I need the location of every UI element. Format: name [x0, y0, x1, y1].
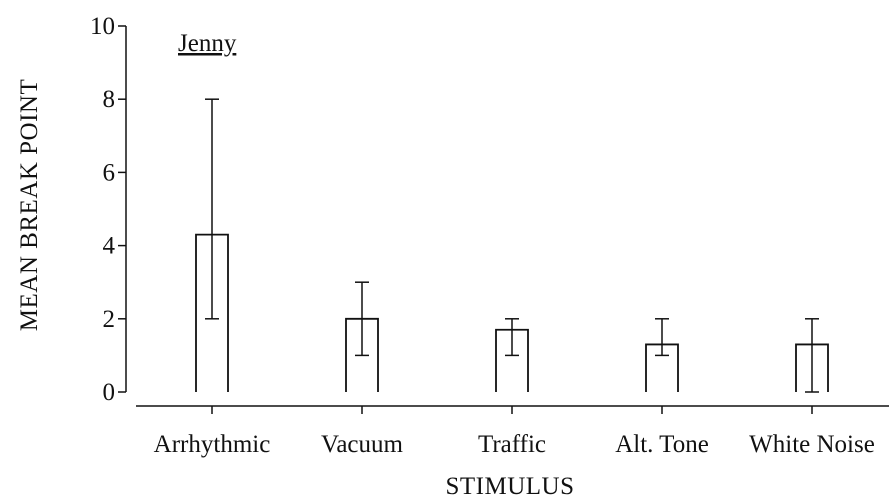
y-tick-label: 4	[103, 233, 116, 260]
x-tick-label: Traffic	[478, 431, 546, 458]
x-tick-label: Vacuum	[321, 431, 403, 458]
axes	[118, 25, 889, 414]
chart-annotation-label: Jenny	[178, 30, 237, 57]
y-tick-label: 0	[103, 379, 116, 406]
x-tick-label: Alt. Tone	[615, 431, 709, 458]
error-bars	[205, 98, 819, 393]
y-tick-label: 8	[103, 86, 116, 113]
y-axis-title: MEAN BREAK POINT	[16, 79, 43, 331]
y-tick-label: 10	[90, 13, 115, 40]
y-tick-label: 6	[103, 159, 116, 186]
y-tick-label: 2	[103, 306, 116, 333]
x-tick-label: White Noise	[749, 431, 875, 458]
x-tick-label: Arrhythmic	[154, 431, 271, 458]
bars	[195, 233, 829, 392]
x-axis-title: STIMULUS	[445, 473, 574, 500]
tick-labels: 0 2 4 6 8 10 Arrhythmic Vacuum Traffic Alt. Tone W…	[90, 13, 875, 458]
